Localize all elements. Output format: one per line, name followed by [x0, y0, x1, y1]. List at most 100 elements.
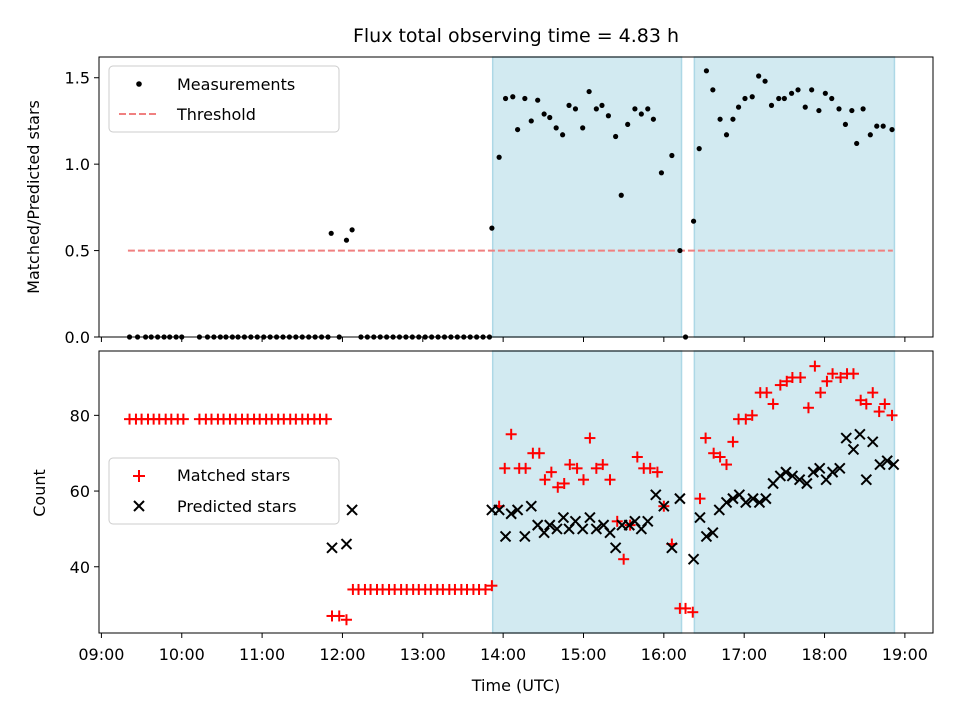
measurement-point [658, 170, 665, 176]
matched-star-point [604, 474, 616, 486]
predicted-star-mark [499, 530, 512, 543]
predicted-star-mark [887, 458, 900, 471]
shaded-interval [693, 350, 896, 634]
predicted-star-mark [544, 519, 556, 531]
measurement-point [560, 132, 566, 138]
measurement-point [669, 152, 675, 159]
predicted-star-mark [774, 470, 787, 482]
x-tick-label: 09:00 [78, 645, 124, 664]
matched-star-point [320, 413, 332, 425]
predicted-star-mark [727, 492, 739, 505]
measurement-point [703, 68, 710, 74]
measurement-point [742, 95, 748, 102]
measurement-point [328, 230, 334, 236]
matched-star-point [680, 602, 692, 614]
bottom-y-ticks: 40 60 80 [70, 406, 99, 577]
predicted-star-mark [346, 504, 358, 516]
measurement-point [889, 126, 895, 133]
matched-star-point [860, 398, 872, 410]
predicted-star-point [753, 496, 766, 509]
measurement-point [572, 106, 579, 112]
predicted-star-point [326, 542, 338, 554]
predicted-star-point [694, 511, 706, 524]
measurement-point [613, 133, 619, 140]
predicted-star-mark [597, 519, 610, 531]
measurement-point [496, 154, 502, 160]
predicted-legend-label: Predicted stars [177, 497, 297, 516]
bottom-legend-box [108, 457, 340, 525]
predicted-star-mark [801, 477, 813, 490]
predicted-star-mark [786, 470, 799, 482]
matched-star-point [781, 375, 793, 387]
shaded-interval [693, 56, 896, 338]
matched-star-point [727, 436, 739, 448]
predicted-star-mark [525, 500, 537, 512]
predicted-star-point [700, 530, 713, 543]
predicted-star-point [874, 458, 886, 471]
matched-star-point [740, 413, 752, 425]
matched-star-point [802, 402, 814, 414]
predicted-star-mark [881, 455, 893, 467]
matched-star-point [809, 360, 821, 372]
predicted-star-mark [326, 542, 338, 554]
y-tick-label: 40 [70, 558, 90, 577]
predicted-star-mark [826, 466, 839, 478]
predicted-star-mark [629, 515, 641, 528]
matched-star-point [571, 462, 583, 474]
predicted-star-point [840, 432, 852, 444]
measurement-point [566, 102, 572, 108]
measurement-point [343, 237, 350, 243]
predicted-star-mark [874, 458, 886, 471]
matched-star-point [855, 394, 867, 406]
measurement-point [349, 227, 355, 233]
matched-legend-marker [133, 470, 145, 482]
predicted-star-mark [793, 473, 806, 486]
y-tick-label: 80 [70, 406, 90, 425]
predicted-star-mark [867, 436, 879, 448]
predicted-star-mark [493, 504, 505, 516]
predicted-star-mark [557, 511, 570, 524]
bottom-legend: Matched stars Predicted stars [108, 457, 340, 525]
measurement-point [553, 125, 559, 131]
predicted-star-mark [505, 508, 517, 520]
measurement-point [593, 106, 599, 112]
matched-star-point [886, 409, 898, 421]
predicted-star-point [590, 523, 603, 535]
matched-star-point [552, 481, 564, 493]
predicted-star-point [786, 470, 799, 482]
bottom-ylabel: Count [30, 469, 49, 517]
predicted-star-mark [740, 496, 752, 509]
predicted-star-point [793, 473, 806, 486]
predicted-star-point [801, 477, 813, 490]
measurement-point [677, 247, 683, 254]
matched-star-point [577, 474, 589, 486]
matched-star-point [486, 580, 498, 592]
predicted-star-point [674, 492, 686, 505]
measurement-point [645, 106, 651, 112]
x-tick-label: 14:00 [480, 645, 526, 664]
shaded-interval [491, 56, 683, 338]
predicted-star-mark [623, 519, 635, 531]
measurement-point [510, 94, 516, 100]
predicted-star-point [519, 530, 531, 543]
measurement-point [822, 90, 828, 96]
matched-star-point [333, 610, 345, 622]
measurement-point [860, 106, 866, 112]
predicted-star-mark [569, 515, 582, 528]
measurement-point [541, 111, 547, 117]
matched-star-point [774, 379, 786, 391]
measurement-point [710, 87, 716, 93]
predicted-star-point [525, 500, 537, 512]
x-tick-label: 12:00 [319, 645, 365, 664]
predicted-star-mark [760, 492, 772, 505]
matched-star-point [651, 466, 663, 478]
predicted-star-mark [840, 432, 852, 444]
bottom-axes-frame [98, 350, 934, 634]
matched-star-point [533, 447, 545, 459]
measurement-point [749, 94, 755, 100]
predicted-star-mark [720, 496, 733, 509]
predicted-star-point [499, 530, 512, 543]
predicted-star-point [854, 428, 866, 440]
predicted-star-mark [511, 504, 524, 516]
